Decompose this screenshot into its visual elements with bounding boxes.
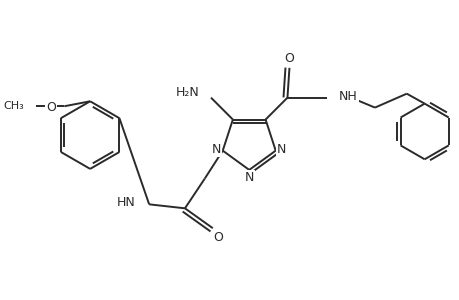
Text: NH: NH [338, 90, 357, 103]
Text: O: O [213, 231, 222, 244]
Text: CH₃: CH₃ [4, 101, 24, 111]
Text: O: O [46, 101, 56, 114]
Text: N: N [276, 143, 286, 156]
Text: H₂N: H₂N [175, 86, 199, 99]
Text: HN: HN [116, 196, 135, 209]
Text: N: N [244, 171, 253, 184]
Text: O: O [284, 52, 294, 65]
Text: N: N [212, 143, 221, 156]
